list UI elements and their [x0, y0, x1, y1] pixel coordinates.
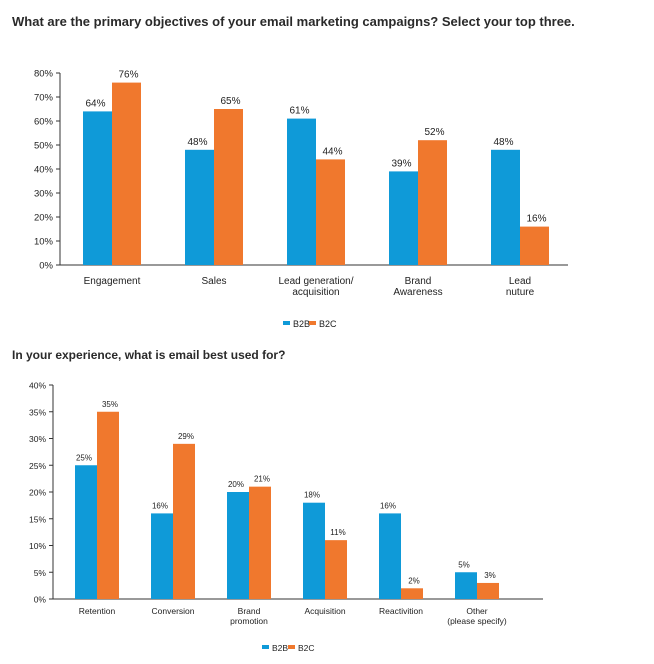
c2-data-label-b2b: 25%: [76, 453, 92, 462]
c2-category-label: promotion: [230, 616, 268, 626]
chart-2-title: In your experience, what is email best u…: [12, 348, 286, 362]
c1-category-label: Brand: [405, 276, 432, 287]
c1-data-label-b2b: 48%: [493, 137, 513, 148]
c1-category-label: acquisition: [292, 287, 339, 298]
c2-data-label-b2c: 11%: [330, 528, 345, 537]
c1-bar-b2c: [214, 109, 243, 265]
c1-y-tick-label: 10%: [34, 237, 54, 248]
c2-category-label: Brand: [238, 606, 261, 616]
c1-bar-b2b: [185, 149, 214, 265]
c2-bar-b2b: [151, 513, 173, 599]
c2-bar-b2c: [249, 486, 271, 599]
c2-data-label-b2b: 16%: [380, 501, 396, 510]
c2-category-label: Retention: [79, 606, 116, 616]
c2-category-label: (please specify): [447, 616, 507, 626]
c1-data-label-b2b: 64%: [85, 98, 105, 109]
c1-category-label: Awareness: [393, 287, 442, 298]
c1-legend-label-b2b: B2B: [293, 319, 310, 329]
c1-legend-swatch-b2c: [309, 321, 316, 325]
c1-y-tick-label: 0%: [39, 261, 53, 272]
c1-bar-b2c: [520, 226, 549, 265]
c1-data-label-b2c: 52%: [424, 127, 444, 138]
c2-y-tick-label: 15%: [29, 514, 46, 524]
c2-bar-b2c: [477, 582, 499, 599]
c1-data-label-b2b: 39%: [391, 158, 411, 169]
c2-bar-b2c: [325, 540, 347, 599]
chart-1-title: What are the primary objectives of your …: [12, 14, 575, 29]
c2-category-label: Acquisition: [304, 606, 345, 616]
c2-bar-b2c: [173, 443, 195, 599]
c1-bar-b2c: [112, 82, 141, 265]
c1-y-tick-label: 60%: [34, 117, 54, 128]
c1-y-tick-label: 40%: [34, 165, 54, 176]
c2-y-tick-label: 0%: [34, 595, 47, 605]
c1-data-label-b2c: 16%: [526, 214, 546, 225]
c2-bar-b2b: [379, 513, 401, 599]
c1-bar-b2c: [316, 159, 345, 265]
c2-legend-swatch-b2b: [262, 645, 269, 649]
chart-1-objectives: 0% 10% 20% 30% 40% 50% 60% 70% 80% 64% 76% Engageme…: [34, 69, 568, 329]
c1-category-label: Sales: [201, 276, 226, 287]
c1-data-label-b2c: 76%: [118, 70, 138, 81]
c1-category-label: Engagement: [84, 276, 141, 287]
c2-data-label-b2c: 3%: [484, 571, 496, 580]
c2-category-label: Reactivition: [379, 606, 423, 616]
c1-bar-b2b: [83, 111, 112, 266]
c2-legend-swatch-b2c: [288, 645, 295, 649]
c1-category-label: Lead generation/: [278, 276, 353, 287]
c1-legend-label-b2c: B2C: [319, 319, 337, 329]
c2-data-label-b2b: 18%: [304, 491, 320, 500]
c1-y-tick-label: 50%: [34, 141, 54, 152]
c2-data-label-b2b: 5%: [458, 560, 470, 569]
c1-data-label-b2c: 65%: [220, 96, 240, 107]
c2-legend-label-b2b: B2B: [272, 643, 288, 653]
c2-data-label-b2c: 2%: [408, 576, 420, 585]
c1-legend-swatch-b2b: [283, 321, 290, 325]
c1-bar-b2b: [491, 149, 520, 265]
c2-bar-b2b: [455, 572, 477, 599]
c1-y-tick-label: 70%: [34, 93, 54, 104]
c2-bar-b2c: [401, 588, 423, 599]
c1-category-label: nuture: [506, 287, 535, 298]
c2-y-tick-label: 5%: [34, 568, 47, 578]
c2-bar-b2b: [303, 502, 325, 599]
c2-category-label: Conversion: [152, 606, 195, 616]
c1-data-label-b2b: 48%: [187, 137, 207, 148]
c2-bar-b2b: [227, 492, 249, 599]
c2-data-label-b2c: 29%: [178, 432, 194, 441]
c1-data-label-b2b: 61%: [289, 106, 309, 117]
c2-bar-b2c: [97, 411, 119, 599]
c2-y-tick-label: 20%: [29, 488, 46, 498]
c2-data-label-b2b: 20%: [228, 480, 244, 489]
c2-bar-b2b: [75, 465, 97, 599]
c2-data-label-b2c: 21%: [254, 475, 270, 484]
c2-y-tick-label: 30%: [29, 434, 46, 444]
c2-legend-label-b2c: B2C: [298, 643, 315, 653]
c1-bar-b2b: [287, 118, 316, 265]
c1-category-label: Lead: [509, 276, 531, 287]
c2-category-label: Other: [466, 606, 487, 616]
c1-y-tick-label: 30%: [34, 189, 54, 200]
c1-data-label-b2c: 44%: [322, 146, 342, 157]
c2-y-tick-label: 25%: [29, 461, 46, 471]
c1-y-tick-label: 80%: [34, 69, 54, 80]
c2-data-label-b2b: 16%: [152, 501, 168, 510]
c1-bar-b2c: [418, 140, 447, 265]
c2-y-tick-label: 35%: [29, 407, 46, 417]
c2-data-label-b2c: 35%: [102, 400, 118, 409]
c2-y-tick-label: 40%: [29, 381, 46, 391]
c2-y-tick-label: 10%: [29, 541, 46, 551]
c1-bar-b2b: [389, 171, 418, 265]
c1-y-tick-label: 20%: [34, 213, 54, 224]
